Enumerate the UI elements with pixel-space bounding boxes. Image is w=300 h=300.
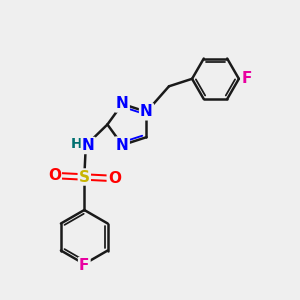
Text: N: N (116, 97, 129, 112)
Text: N: N (116, 137, 129, 152)
Text: O: O (48, 168, 61, 183)
Text: F: F (79, 258, 89, 273)
Text: N: N (82, 138, 94, 153)
Text: S: S (79, 169, 90, 184)
Text: H: H (70, 137, 82, 151)
Text: O: O (108, 171, 121, 186)
Text: N: N (140, 104, 153, 119)
Text: F: F (242, 71, 253, 86)
